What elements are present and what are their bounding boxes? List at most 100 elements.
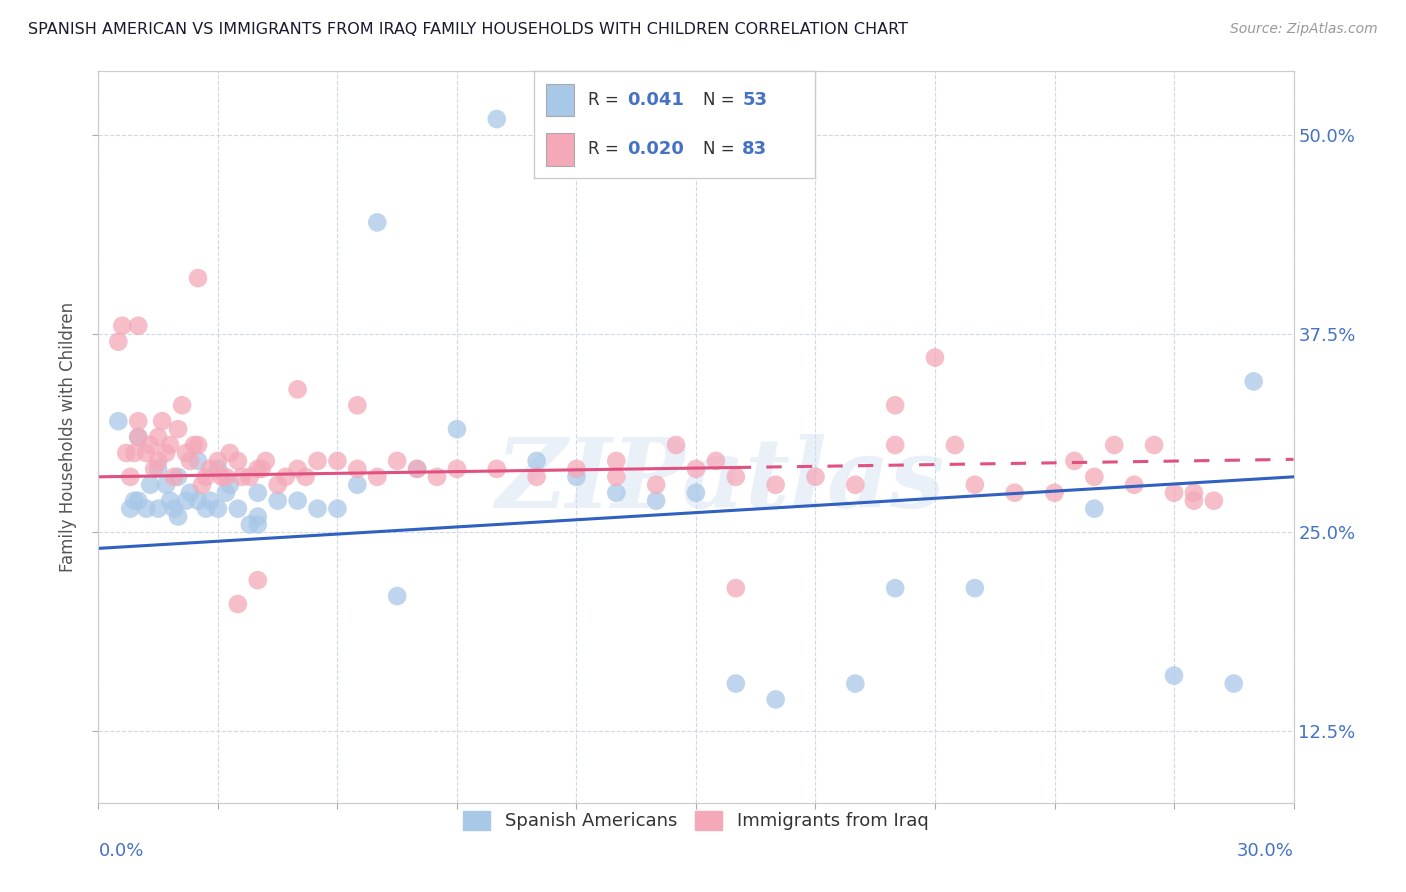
Point — [127, 493, 149, 508]
Point — [135, 446, 157, 460]
Point — [135, 501, 157, 516]
Point — [426, 470, 449, 484]
Point — [187, 271, 209, 285]
Point — [366, 470, 388, 484]
Point — [685, 462, 707, 476]
Point — [246, 573, 269, 587]
Point — [307, 501, 329, 516]
Point — [274, 470, 297, 484]
Point — [148, 462, 170, 476]
Point — [485, 462, 508, 476]
Point — [150, 414, 173, 428]
Point — [346, 477, 368, 491]
Point — [115, 446, 138, 460]
Point — [124, 446, 146, 460]
Text: 83: 83 — [742, 141, 768, 159]
Point — [167, 470, 190, 484]
Point — [346, 398, 368, 412]
Text: SPANISH AMERICAN VS IMMIGRANTS FROM IRAQ FAMILY HOUSEHOLDS WITH CHILDREN CORRELA: SPANISH AMERICAN VS IMMIGRANTS FROM IRAQ… — [28, 22, 908, 37]
Point — [446, 422, 468, 436]
Point — [187, 454, 209, 468]
Point — [366, 215, 388, 229]
Point — [963, 477, 986, 491]
Point — [174, 446, 197, 460]
Point — [1123, 477, 1146, 491]
Text: 53: 53 — [742, 91, 768, 109]
Point — [884, 438, 907, 452]
Point — [963, 581, 986, 595]
Point — [1104, 438, 1126, 452]
Point — [765, 692, 787, 706]
Point — [179, 485, 201, 500]
Point — [1063, 454, 1085, 468]
Point — [246, 485, 269, 500]
Point — [884, 398, 907, 412]
Point — [1223, 676, 1246, 690]
Point — [172, 398, 194, 412]
Point — [924, 351, 946, 365]
Text: 0.041: 0.041 — [627, 91, 683, 109]
Point — [246, 462, 269, 476]
Point — [148, 454, 170, 468]
Text: 0.020: 0.020 — [627, 141, 683, 159]
Point — [219, 477, 242, 491]
Point — [155, 446, 177, 460]
Point — [1004, 485, 1026, 500]
Point — [267, 477, 290, 491]
Point — [565, 470, 588, 484]
Text: ZIPatlas: ZIPatlas — [495, 434, 945, 528]
Point — [254, 454, 277, 468]
Point — [143, 462, 166, 476]
Point — [219, 446, 242, 460]
Point — [207, 501, 229, 516]
Point — [1163, 668, 1185, 682]
Point — [226, 597, 249, 611]
Point — [127, 430, 149, 444]
Point — [107, 414, 129, 428]
Point — [207, 454, 229, 468]
Point — [127, 430, 149, 444]
Point — [804, 470, 827, 484]
Point — [1182, 493, 1205, 508]
Point — [1163, 485, 1185, 500]
Text: R =: R = — [588, 91, 624, 109]
Text: 30.0%: 30.0% — [1237, 842, 1294, 860]
Point — [191, 477, 214, 491]
Point — [526, 454, 548, 468]
Point — [159, 438, 181, 452]
Point — [231, 470, 253, 484]
Point — [111, 318, 134, 333]
Point — [294, 470, 316, 484]
Point — [685, 485, 707, 500]
Bar — [546, 134, 574, 166]
Point — [526, 470, 548, 484]
Point — [605, 454, 627, 468]
Legend: Spanish Americans, Immigrants from Iraq: Spanish Americans, Immigrants from Iraq — [456, 804, 936, 838]
Point — [246, 509, 269, 524]
Point — [239, 470, 262, 484]
Point — [1143, 438, 1166, 452]
Point — [124, 493, 146, 508]
Point — [287, 383, 309, 397]
Point — [385, 589, 409, 603]
Point — [163, 470, 186, 484]
Point — [844, 676, 866, 690]
Point — [943, 438, 966, 452]
Point — [326, 501, 349, 516]
Point — [485, 112, 508, 126]
Point — [844, 477, 866, 491]
Text: N =: N = — [703, 141, 740, 159]
Point — [107, 334, 129, 349]
Point — [645, 477, 668, 491]
Point — [163, 501, 186, 516]
Point — [605, 485, 627, 500]
Point — [346, 462, 368, 476]
Point — [127, 414, 149, 428]
Point — [250, 462, 273, 476]
Point — [226, 501, 249, 516]
Point — [605, 470, 627, 484]
Point — [704, 454, 727, 468]
Point — [765, 477, 787, 491]
Point — [215, 470, 238, 484]
Point — [446, 462, 468, 476]
